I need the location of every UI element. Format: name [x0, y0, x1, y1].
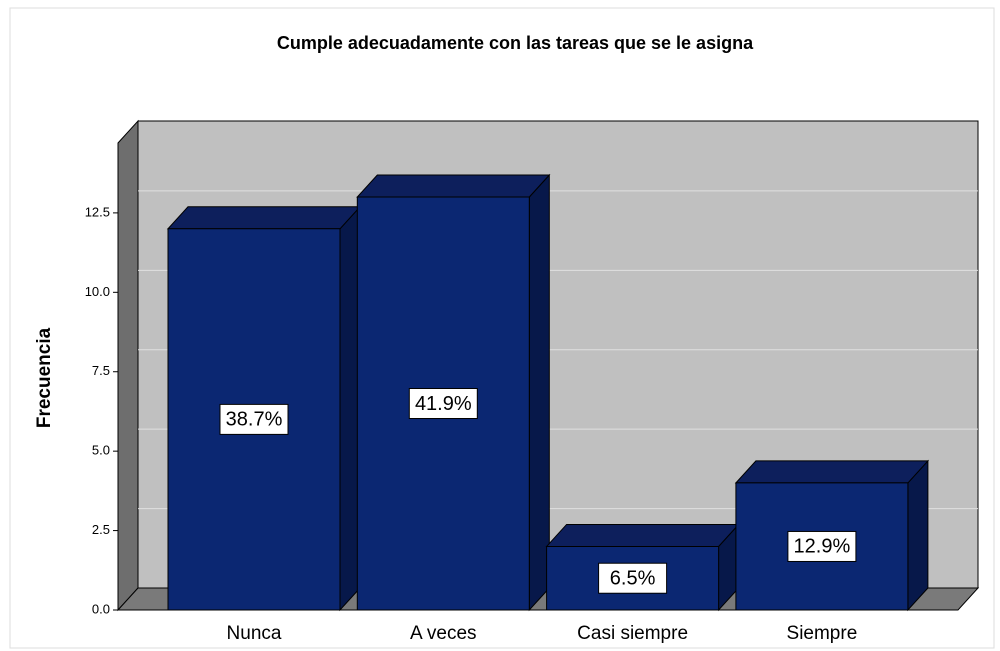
x-tick-label: Casi siempre	[577, 623, 688, 644]
y-tick-label: 5.0	[92, 443, 110, 458]
bar-side	[528, 173, 550, 612]
data-label: 41.9%	[415, 393, 472, 415]
bar-top	[166, 206, 362, 230]
data-label: 12.9%	[794, 536, 851, 558]
y-tick-label: 12.5	[85, 204, 110, 219]
y-tick-label: 0.0	[92, 601, 110, 616]
y-tick-label: 2.5	[92, 522, 110, 537]
bar-side	[907, 459, 929, 612]
x-tick-label: A veces	[410, 623, 477, 644]
bar-top	[734, 460, 930, 484]
y-tick-label: 7.5	[92, 363, 110, 378]
data-label: 6.5%	[610, 568, 656, 590]
data-label: 38.7%	[226, 409, 283, 431]
bar-top	[356, 174, 551, 198]
left-wall	[117, 119, 139, 612]
data-label-box	[787, 530, 857, 562]
y-axis-label: Frecuencia	[34, 327, 55, 428]
data-label-box	[598, 562, 668, 594]
data-label-box	[408, 388, 478, 420]
x-tick-label: Nunca	[227, 623, 282, 644]
y-tick-label: 10.0	[85, 284, 110, 299]
bar	[545, 523, 740, 612]
chart-title: Cumple adecuadamente con las tareas que …	[277, 33, 754, 53]
data-label-box	[219, 403, 289, 435]
x-tick-label: Siempre	[787, 623, 858, 644]
bar-top	[545, 523, 740, 547]
